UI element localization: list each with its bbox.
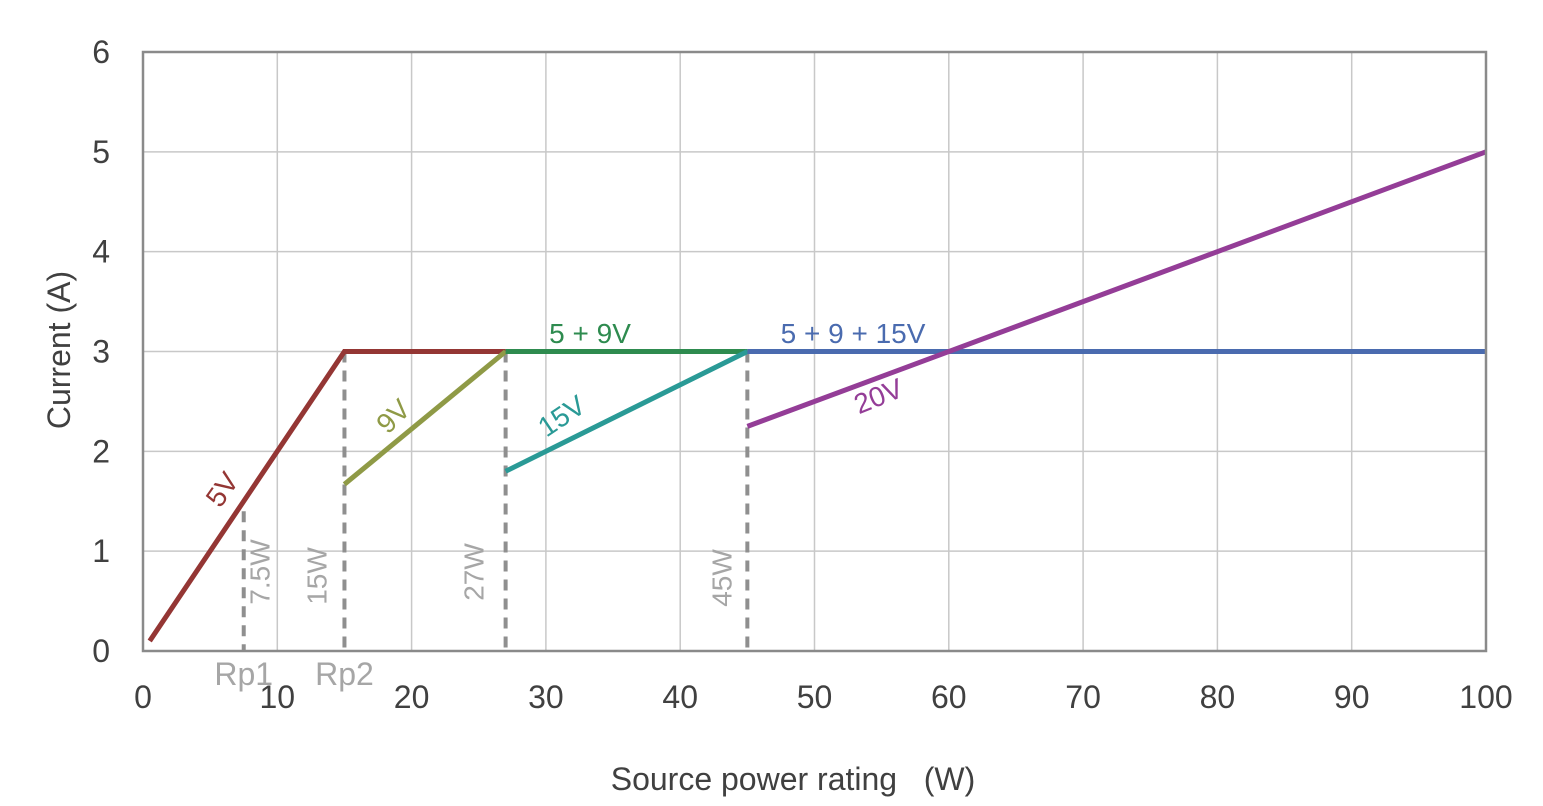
y-tick-label: 0 (92, 633, 110, 669)
y-tick-label: 3 (92, 334, 110, 370)
series-label-20v: 20V (850, 372, 908, 420)
marker-value-label: 7.5W (245, 539, 276, 605)
x-tick-label: 10 (260, 679, 296, 715)
x-tick-label: 100 (1459, 679, 1512, 715)
x-axis-ticks: 0 10 20 30 40 50 60 70 80 90 100 (134, 679, 1513, 715)
y-tick-label: 6 (92, 34, 110, 70)
x-tick-label: 90 (1334, 679, 1370, 715)
marker-value-label: 15W (301, 547, 332, 605)
x-tick-label: 0 (134, 679, 152, 715)
marker-value-label: 27W (459, 543, 490, 601)
x-tick-label: 30 (528, 679, 564, 715)
y-axis-title: Current (A) (41, 271, 77, 429)
series-lines (147, 149, 1487, 643)
series-line-9v (342, 349, 508, 487)
series-label-5-9v: 5 + 9V (549, 318, 631, 349)
y-tick-label: 5 (92, 134, 110, 170)
series-label-5-9-15v: 5 + 9 + 15V (781, 318, 926, 349)
y-tick-label: 2 (92, 433, 110, 469)
marker-axis-label: Rp2 (315, 656, 374, 692)
x-tick-label: 80 (1200, 679, 1236, 715)
series-line-15v (504, 349, 749, 474)
x-tick-label: 40 (662, 679, 698, 715)
power-markers: 7.5W Rp1 15W Rp2 27W 45W (214, 351, 750, 692)
y-tick-label: 4 (92, 234, 110, 270)
x-tick-label: 60 (931, 679, 967, 715)
y-axis-ticks: 0 1 2 3 4 5 6 (92, 34, 110, 669)
series-line-20v (746, 149, 1487, 429)
x-tick-label: 70 (1065, 679, 1101, 715)
x-tick-label: 20 (394, 679, 430, 715)
plot-frame (141, 50, 1488, 653)
marker-axis-label: Rp1 (214, 656, 273, 692)
y-tick-label: 1 (92, 533, 110, 569)
x-axis-title: Source power rating (W) (611, 761, 976, 797)
marker-value-label: 45W (706, 549, 737, 607)
series-line-5v (147, 349, 506, 643)
x-tick-label: 50 (797, 679, 833, 715)
